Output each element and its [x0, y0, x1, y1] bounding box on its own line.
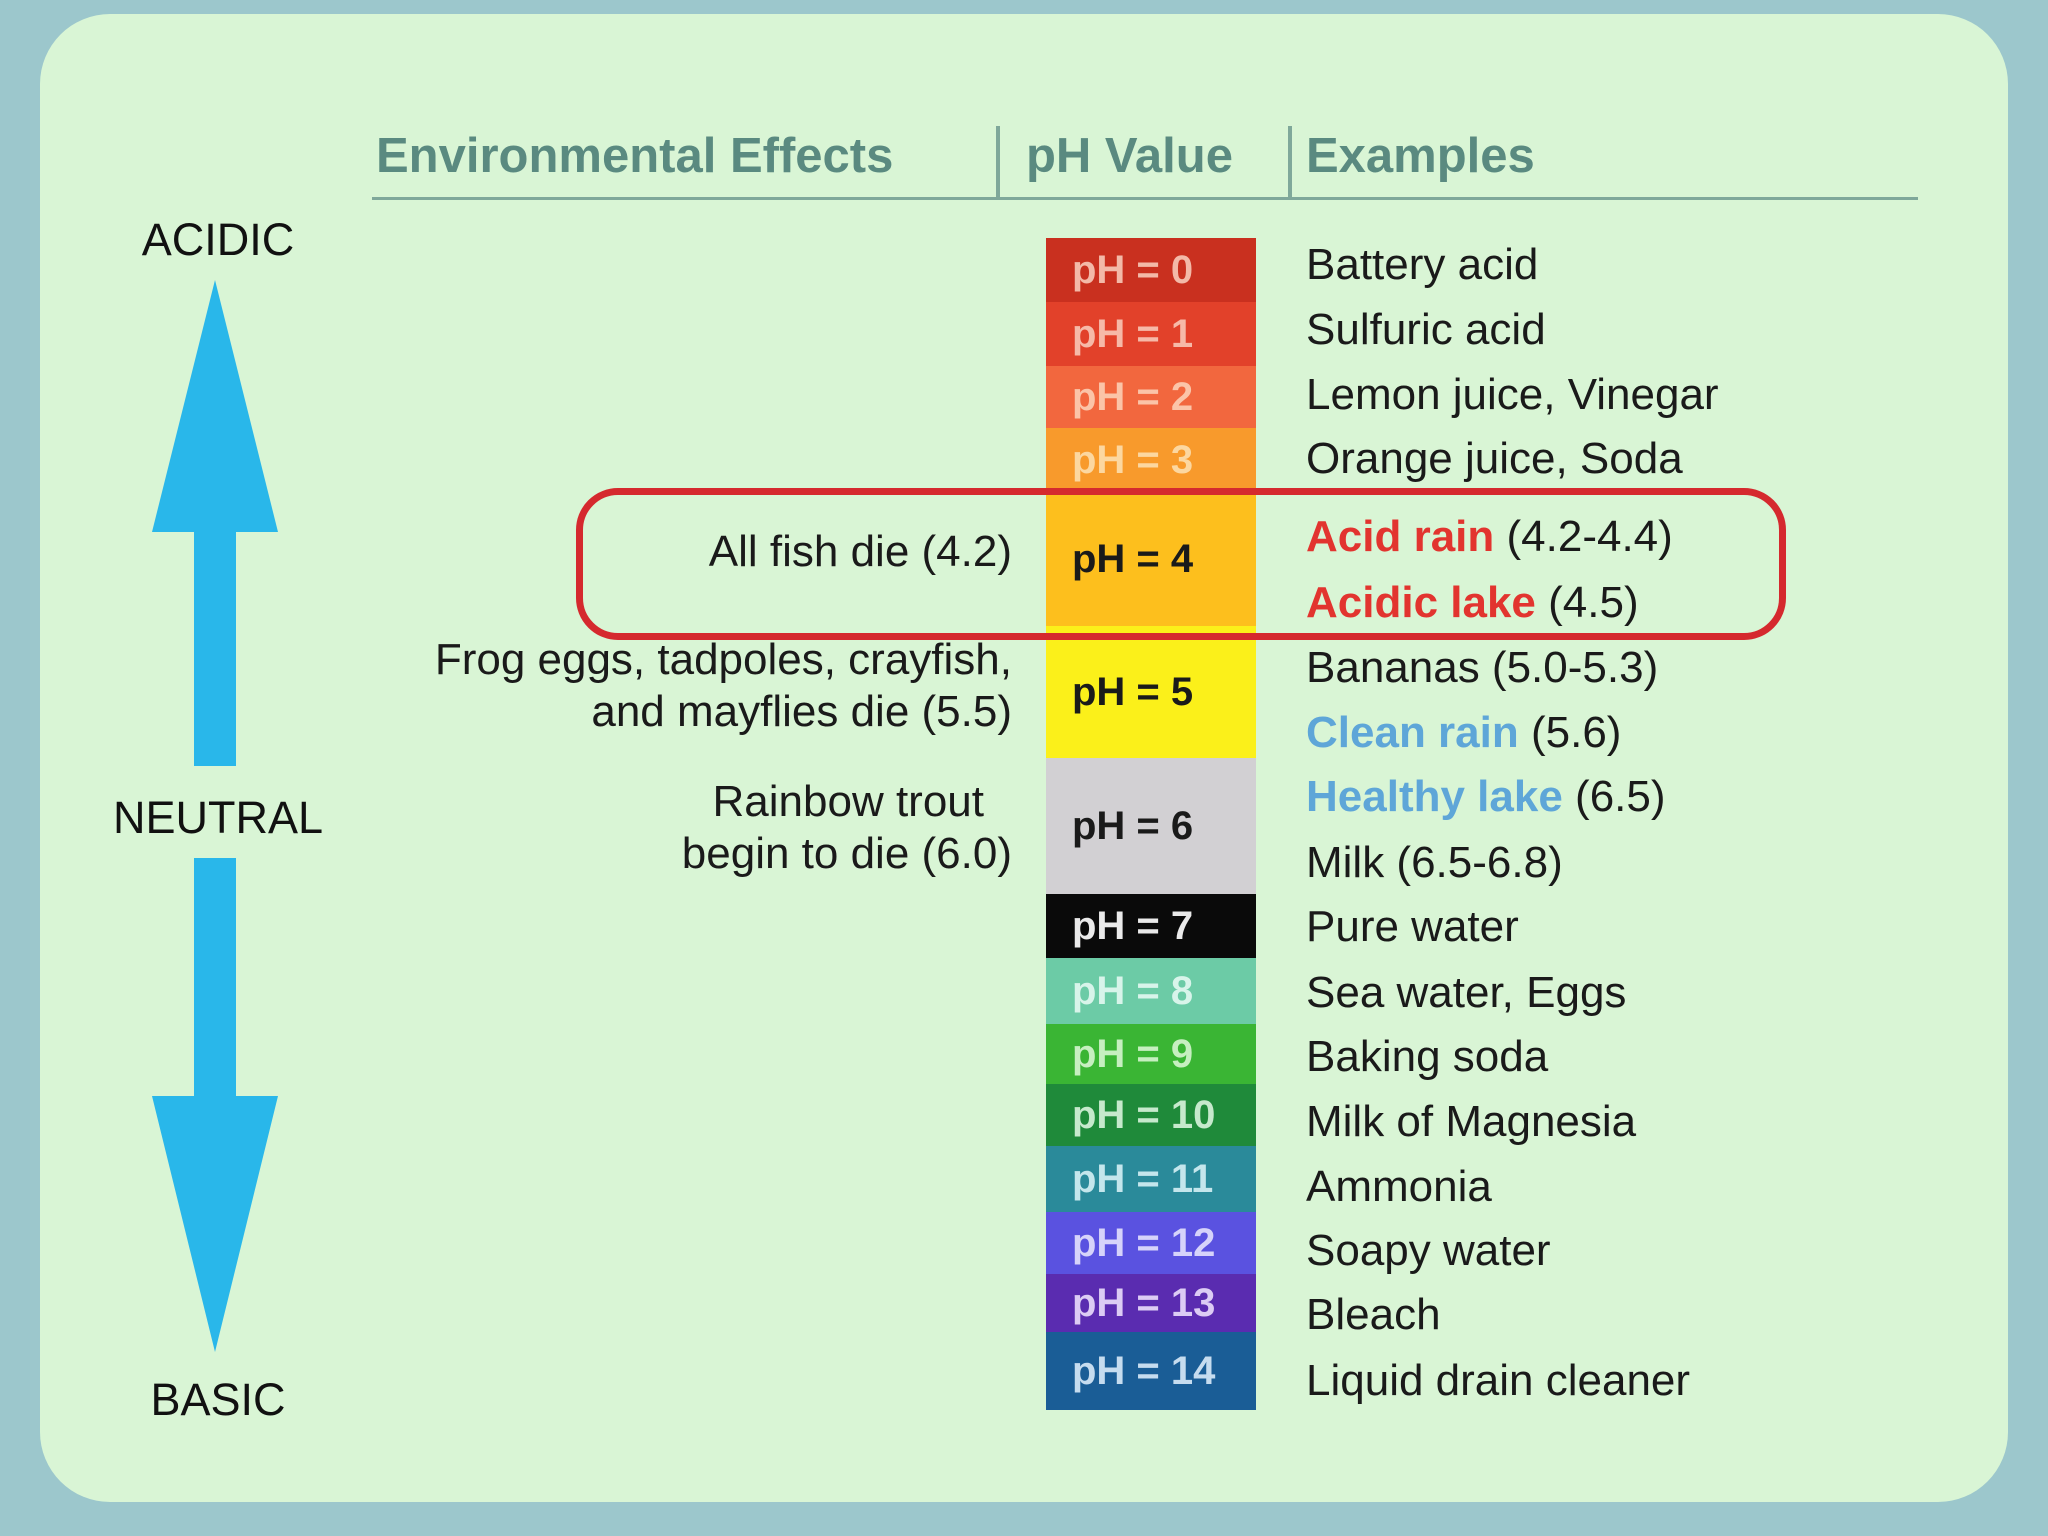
effect-text: Rainbow trout begin to die (6.0): [681, 777, 1012, 878]
example-item: Bananas (5.0-5.3): [1306, 643, 1659, 692]
neutral-label: NEUTRAL: [112, 792, 324, 843]
ph-segment-14: pH = 14: [1046, 1332, 1256, 1410]
ph-segment-8: pH = 8: [1046, 958, 1256, 1024]
example-item: Sulfuric acid: [1306, 305, 1546, 354]
ph-segment-5: pH = 5: [1046, 626, 1256, 758]
example-item: Milk (6.5-6.8): [1306, 838, 1563, 887]
header-ph-value: pH Value: [1026, 129, 1233, 183]
ph-label: pH = 10: [1072, 1092, 1216, 1137]
ph-label: pH = 4: [1072, 536, 1194, 581]
header-separator: [1288, 126, 1292, 200]
example-item: Pure water: [1306, 902, 1519, 951]
example-item: Orange juice, Soda: [1306, 434, 1683, 483]
ph-segment-3: pH = 3: [1046, 428, 1256, 492]
example-item: Soapy water: [1306, 1226, 1551, 1275]
ph-segment-0: pH = 0: [1046, 238, 1256, 302]
example-item: Liquid drain cleaner: [1306, 1356, 1691, 1405]
ph-segment-6: pH = 6: [1046, 758, 1256, 894]
ph-label: pH = 6: [1072, 803, 1194, 848]
ph-label: pH = 2: [1072, 374, 1194, 419]
ph-label: pH = 14: [1072, 1348, 1216, 1393]
ph-segment-4: pH = 4: [1046, 492, 1256, 626]
header-examples: Examples: [1306, 129, 1535, 183]
ph-segment-11: pH = 11: [1046, 1146, 1256, 1212]
example-item: Milk of Magnesia: [1306, 1097, 1637, 1146]
ph-label: pH = 12: [1072, 1220, 1216, 1265]
example-item: Ammonia: [1306, 1162, 1492, 1211]
ph-segment-9: pH = 9: [1046, 1024, 1256, 1084]
ph-label: pH = 1: [1072, 311, 1194, 356]
example-item: Lemon juice, Vinegar: [1306, 370, 1719, 419]
acidic-label: ACIDIC: [141, 214, 295, 265]
header-separator: [996, 126, 1000, 200]
header-underline: [372, 197, 1918, 200]
effect-text: Frog eggs, tadpoles, crayfish, and mayfli…: [434, 635, 1012, 736]
example-item: Healthy lake (6.5): [1306, 772, 1666, 821]
ph-label: pH = 9: [1072, 1031, 1194, 1076]
example-item: Acidic lake (4.5): [1306, 578, 1639, 627]
example-item: Acid rain (4.2-4.4): [1306, 512, 1673, 561]
ph-segment-7: pH = 7: [1046, 894, 1256, 958]
ph-segment-10: pH = 10: [1046, 1084, 1256, 1146]
ph-segment-1: pH = 1: [1046, 302, 1256, 366]
example-item: Battery acid: [1306, 240, 1539, 289]
chart-panel: [40, 14, 2008, 1502]
ph-segment-12: pH = 12: [1046, 1212, 1256, 1274]
ph-label: pH = 5: [1072, 669, 1194, 714]
basic-label: BASIC: [150, 1374, 286, 1425]
ph-segment-13: pH = 13: [1046, 1274, 1256, 1332]
ph-label: pH = 3: [1072, 437, 1194, 482]
example-item: Baking soda: [1306, 1032, 1549, 1081]
ph-label: pH = 7: [1072, 903, 1194, 948]
highlight-box: [576, 488, 1786, 640]
ph-label: pH = 13: [1072, 1280, 1216, 1325]
effect-text: All fish die (4.2): [708, 527, 1012, 576]
example-item: Bleach: [1306, 1290, 1441, 1339]
ph-label: pH = 0: [1072, 247, 1194, 292]
example-item: Clean rain (5.6): [1306, 708, 1622, 757]
up-arrow-icon: [152, 280, 278, 766]
down-arrow-icon: [152, 858, 278, 1352]
header-environmental-effects: Environmental Effects: [376, 129, 894, 183]
ph-label: pH = 11: [1072, 1156, 1214, 1201]
ph-segment-2: pH = 2: [1046, 366, 1256, 428]
ph-label: pH = 8: [1072, 968, 1194, 1013]
example-item: Sea water, Eggs: [1306, 968, 1627, 1017]
